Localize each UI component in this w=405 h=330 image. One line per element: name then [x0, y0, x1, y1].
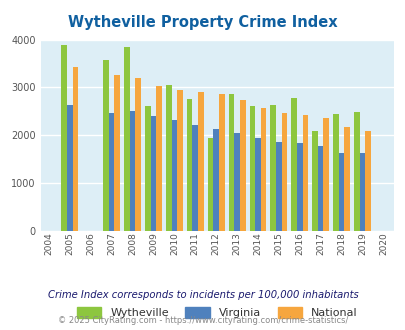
Bar: [207, 138, 213, 231]
Bar: [61, 45, 67, 231]
Bar: [343, 127, 349, 231]
Bar: [156, 85, 162, 231]
Bar: [249, 106, 254, 231]
Bar: [275, 142, 281, 231]
Bar: [323, 118, 328, 231]
Bar: [150, 116, 156, 231]
Bar: [109, 113, 114, 231]
Bar: [317, 146, 323, 231]
Bar: [67, 105, 72, 231]
Bar: [270, 105, 275, 231]
Bar: [353, 112, 359, 231]
Bar: [228, 94, 234, 231]
Bar: [135, 78, 141, 231]
Bar: [281, 113, 287, 231]
Bar: [254, 138, 260, 231]
Legend: Wytheville, Virginia, National: Wytheville, Virginia, National: [73, 304, 360, 321]
Bar: [103, 60, 109, 231]
Bar: [338, 153, 343, 231]
Bar: [332, 114, 338, 231]
Text: Crime Index corresponds to incidents per 100,000 inhabitants: Crime Index corresponds to incidents per…: [47, 290, 358, 300]
Bar: [166, 84, 171, 231]
Bar: [364, 131, 370, 231]
Bar: [296, 143, 302, 231]
Bar: [290, 98, 296, 231]
Bar: [218, 94, 224, 231]
Bar: [130, 111, 135, 231]
Bar: [171, 120, 177, 231]
Bar: [239, 100, 245, 231]
Bar: [186, 99, 192, 231]
Text: Wytheville Property Crime Index: Wytheville Property Crime Index: [68, 15, 337, 30]
Bar: [213, 129, 218, 231]
Bar: [198, 92, 203, 231]
Bar: [311, 131, 317, 231]
Text: © 2025 CityRating.com - https://www.cityrating.com/crime-statistics/: © 2025 CityRating.com - https://www.city…: [58, 315, 347, 325]
Bar: [177, 90, 182, 231]
Bar: [359, 153, 364, 231]
Bar: [260, 108, 266, 231]
Bar: [72, 67, 78, 231]
Bar: [145, 106, 150, 231]
Bar: [124, 47, 130, 231]
Bar: [234, 133, 239, 231]
Bar: [302, 115, 307, 231]
Bar: [192, 125, 198, 231]
Bar: [114, 75, 120, 231]
